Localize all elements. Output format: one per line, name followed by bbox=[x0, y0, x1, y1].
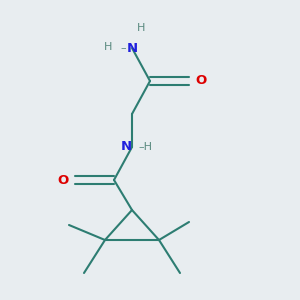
Text: N: N bbox=[121, 140, 132, 154]
Text: O: O bbox=[195, 74, 206, 88]
Text: –: – bbox=[120, 43, 126, 53]
Text: H: H bbox=[137, 23, 145, 33]
Text: –H: –H bbox=[138, 142, 152, 152]
Text: N: N bbox=[126, 41, 138, 55]
Text: H: H bbox=[104, 41, 112, 52]
Text: O: O bbox=[58, 173, 69, 187]
